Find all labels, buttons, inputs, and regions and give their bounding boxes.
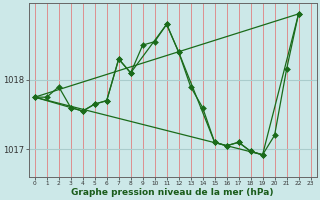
X-axis label: Graphe pression niveau de la mer (hPa): Graphe pression niveau de la mer (hPa): [71, 188, 274, 197]
